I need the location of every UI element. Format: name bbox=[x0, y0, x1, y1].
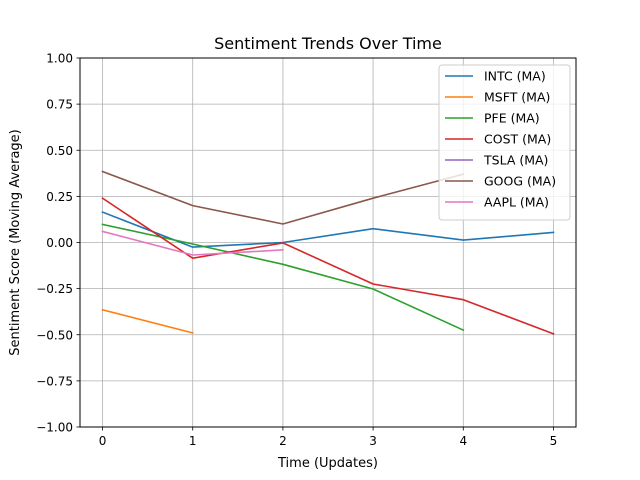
y-tick-label: −1.00 bbox=[36, 421, 73, 435]
series-line-msft-ma bbox=[101, 308, 194, 334]
series-line-aapl-ma bbox=[101, 230, 284, 256]
series-line-cost-ma bbox=[101, 197, 555, 335]
x-tick-label: 1 bbox=[189, 434, 197, 448]
legend-label-msft-ma: MSFT (MA) bbox=[484, 90, 550, 105]
axis-ticks: 0 1 2 3 4 5 −1.00 −0.75 −0.50 −0.25 0.00 0.25 0.50 0.… bbox=[36, 52, 557, 449]
series-lines bbox=[101, 170, 555, 335]
x-axis-label: Time (Updates) bbox=[277, 456, 378, 471]
x-tick-label: 4 bbox=[459, 434, 467, 448]
legend-label-pfe-ma: PFE (MA) bbox=[484, 111, 540, 126]
y-tick-label: 0.25 bbox=[46, 190, 73, 204]
y-tick-label: 0.50 bbox=[46, 144, 73, 158]
y-tick-label: −0.25 bbox=[36, 282, 73, 296]
x-tick-label: 5 bbox=[550, 434, 558, 448]
x-tick-label: 0 bbox=[99, 434, 107, 448]
x-tick-label: 3 bbox=[369, 434, 377, 448]
legend-label-aapl-ma: AAPL (MA) bbox=[484, 195, 549, 210]
x-tick-label: 2 bbox=[279, 434, 287, 448]
y-tick-label: −0.50 bbox=[36, 328, 73, 342]
legend-label-intc-ma: INTC (MA) bbox=[484, 69, 546, 84]
legend: INTC (MA) MSFT (MA) PFE (MA) COST (MA) TSLA … bbox=[438, 64, 571, 221]
legend-label-cost-ma: COST (MA) bbox=[484, 132, 551, 147]
series-line-goog-ma bbox=[101, 170, 465, 225]
legend-label-goog-ma: GOOG (MA) bbox=[484, 174, 556, 189]
chart-title: Sentiment Trends Over Time bbox=[214, 34, 442, 53]
legend-label-tsla-ma: TSLA (MA) bbox=[483, 153, 548, 168]
y-tick-label: −0.75 bbox=[36, 374, 73, 388]
y-tick-label: 0.75 bbox=[46, 98, 73, 112]
y-axis-label: Sentiment Score (Moving Average) bbox=[8, 129, 23, 356]
y-tick-label: 0.00 bbox=[46, 236, 73, 250]
y-tick-label: 1.00 bbox=[46, 52, 73, 66]
